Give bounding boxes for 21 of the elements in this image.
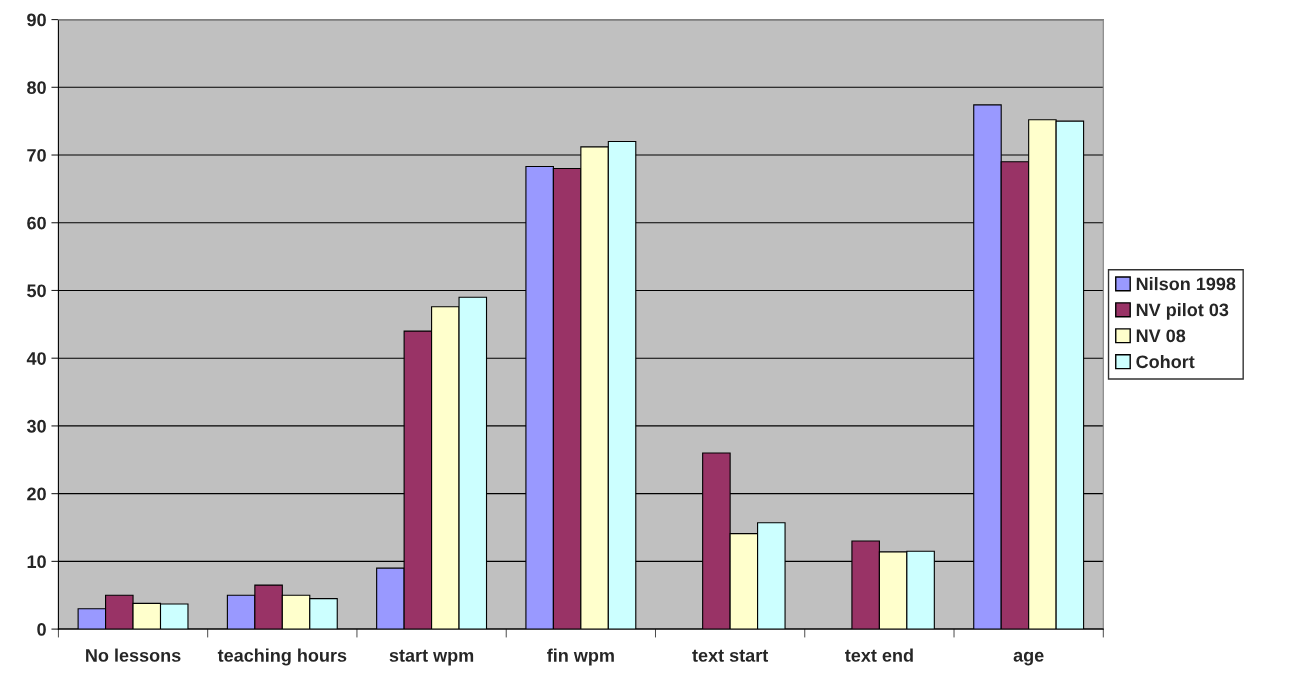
x-tick-label: fin wpm <box>547 648 614 666</box>
y-tick-label: 60 <box>27 216 46 230</box>
x-tick-label: text start <box>692 649 769 662</box>
y-tick-label: 90 <box>27 13 46 27</box>
legend-label: NV 08 <box>1136 329 1186 343</box>
y-tick-label: 70 <box>27 148 46 162</box>
y-tick-label: 30 <box>26 419 46 433</box>
x-tick-label: teaching hours <box>217 648 347 666</box>
y-tick-label: 10 <box>27 555 46 569</box>
legend-label: NV pilot 03 <box>1136 302 1229 320</box>
y-tick-label: 80 <box>27 81 46 95</box>
x-tick-label: start wpm <box>389 649 474 666</box>
x-tick-label: No lessons <box>86 648 181 662</box>
y-tick-label: 0 <box>37 623 46 636</box>
legend-label: Cohort <box>1136 354 1195 369</box>
x-tick-label: text end <box>845 648 913 662</box>
x-tick-label: age <box>1013 651 1044 666</box>
y-tick-label: 50 <box>27 284 46 298</box>
legend-label: Nilson 1998 <box>1136 277 1236 291</box>
y-tick-label: 20 <box>27 487 46 501</box>
y-tick-label: 40 <box>26 352 46 365</box>
